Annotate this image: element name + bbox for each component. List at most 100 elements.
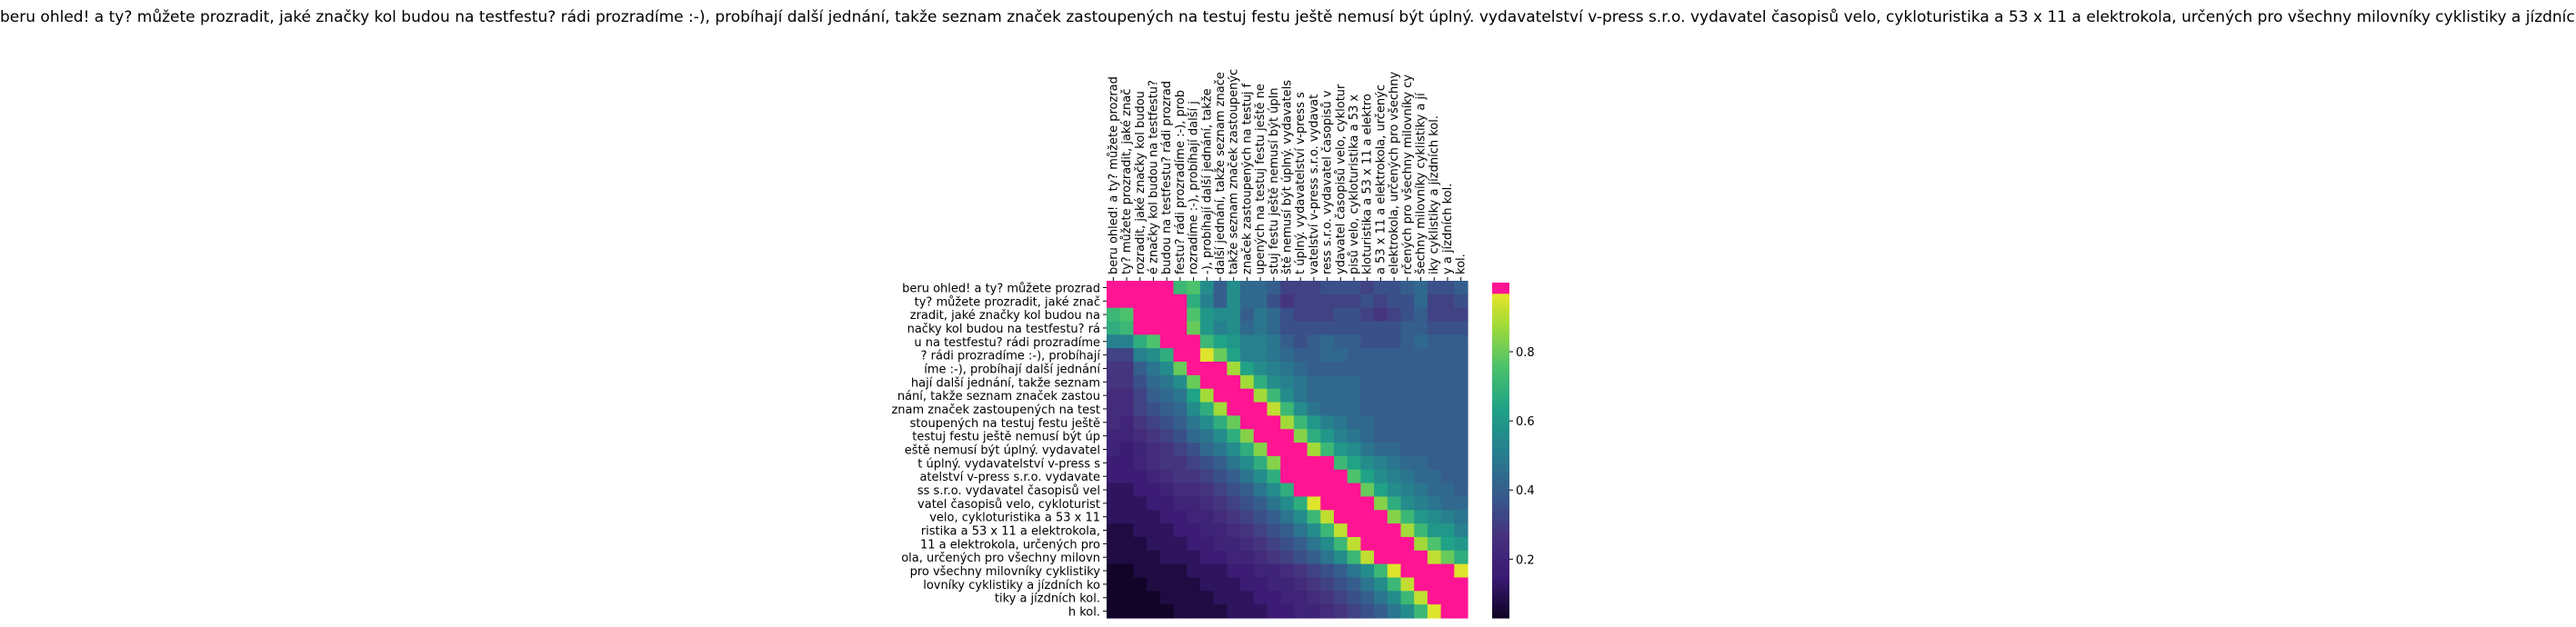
heatmap-cell bbox=[1427, 483, 1442, 498]
heatmap-cell bbox=[1387, 374, 1402, 390]
heatmap-cell bbox=[1147, 307, 1161, 323]
x-tick-label: -), probíhají další jednání, takže bbox=[1200, 88, 1214, 274]
heatmap-cell bbox=[1320, 469, 1335, 484]
x-tick-label: takže seznam značek zastoupenýc bbox=[1228, 69, 1241, 274]
heatmap-cell bbox=[1133, 577, 1148, 592]
heatmap-cell bbox=[1374, 523, 1388, 538]
colorbar-segment bbox=[1492, 430, 1509, 434]
heatmap-cell bbox=[1320, 281, 1335, 295]
heatmap-cell bbox=[1240, 550, 1255, 565]
heatmap-cell bbox=[1454, 402, 1468, 416]
heatmap-cell bbox=[1173, 496, 1188, 511]
heatmap-cell bbox=[1387, 604, 1402, 619]
heatmap-cell bbox=[1307, 483, 1321, 498]
heatmap-cell bbox=[1320, 550, 1335, 565]
heatmap-cell bbox=[1133, 281, 1148, 295]
colorbar-segment bbox=[1492, 310, 1509, 314]
colorbar-segment bbox=[1492, 383, 1509, 387]
heatmap-cell bbox=[1199, 415, 1215, 430]
heatmap-cell bbox=[1440, 388, 1455, 403]
colorbar-segment bbox=[1492, 567, 1509, 572]
heatmap-cell bbox=[1107, 321, 1121, 335]
colorbar-segment bbox=[1492, 548, 1509, 552]
heatmap-cell bbox=[1119, 591, 1134, 605]
colorbar-segment bbox=[1492, 570, 1509, 574]
heatmap-cell bbox=[1199, 348, 1215, 363]
heatmap-cell bbox=[1199, 550, 1215, 565]
heatmap-cell bbox=[1267, 334, 1281, 349]
heatmap-cell bbox=[1360, 348, 1375, 363]
heatmap-cell bbox=[1267, 563, 1281, 579]
heatmap-cell bbox=[1107, 362, 1121, 376]
heatmap-cell bbox=[1374, 348, 1388, 363]
heatmap-cell bbox=[1240, 455, 1255, 471]
heatmap-cell bbox=[1293, 388, 1308, 403]
colorbar-segment bbox=[1492, 330, 1509, 333]
heatmap-cell bbox=[1253, 348, 1268, 363]
heatmap-cell bbox=[1227, 281, 1241, 295]
heatmap-cell bbox=[1320, 496, 1335, 511]
heatmap-cell bbox=[1360, 443, 1375, 457]
heatmap-cell bbox=[1107, 604, 1121, 619]
heatmap-cell bbox=[1147, 388, 1161, 403]
heatmap-cell bbox=[1213, 348, 1228, 363]
heatmap-cell bbox=[1267, 294, 1281, 309]
heatmap-cell bbox=[1267, 429, 1281, 443]
colorbar-segment bbox=[1492, 483, 1509, 488]
heatmap-cell bbox=[1293, 348, 1308, 363]
colorbar-segment bbox=[1492, 363, 1509, 367]
heatmap-cell bbox=[1307, 455, 1321, 471]
heatmap-cell bbox=[1293, 523, 1308, 538]
heatmap-cell bbox=[1133, 443, 1148, 457]
heatmap-cell bbox=[1159, 348, 1175, 363]
heatmap-cell bbox=[1414, 496, 1428, 511]
colorbar-segment bbox=[1492, 556, 1509, 561]
heatmap-cell bbox=[1240, 388, 1255, 403]
heatmap-cell bbox=[1293, 550, 1308, 565]
heatmap-cell bbox=[1347, 469, 1361, 484]
heatmap-cell bbox=[1267, 374, 1281, 390]
heatmap-cell bbox=[1360, 591, 1375, 605]
heatmap-cell bbox=[1347, 374, 1361, 390]
heatmap-cell bbox=[1187, 374, 1201, 390]
heatmap-cell bbox=[1320, 510, 1335, 524]
heatmap-cell bbox=[1147, 469, 1161, 484]
heatmap-cell bbox=[1240, 591, 1255, 605]
heatmap-cell bbox=[1320, 348, 1335, 363]
heatmap-cell bbox=[1119, 469, 1134, 484]
heatmap-cell bbox=[1427, 455, 1442, 471]
heatmap-cell bbox=[1387, 348, 1402, 363]
heatmap-cell bbox=[1213, 483, 1228, 498]
heatmap-cell bbox=[1119, 455, 1134, 471]
heatmap-cell bbox=[1360, 294, 1375, 309]
heatmap-cell bbox=[1440, 402, 1455, 416]
heatmap-cell bbox=[1387, 402, 1402, 416]
colorbar-segment bbox=[1492, 614, 1509, 619]
heatmap-cell bbox=[1133, 536, 1148, 552]
heatmap-cell bbox=[1267, 483, 1281, 498]
colorbar-segment bbox=[1492, 397, 1509, 401]
heatmap-cell bbox=[1440, 443, 1455, 457]
heatmap-cell bbox=[1387, 321, 1402, 335]
heatmap-cell bbox=[1227, 374, 1241, 390]
heatmap-cell bbox=[1199, 307, 1215, 323]
heatmap-cell bbox=[1307, 321, 1321, 335]
heatmap-cell bbox=[1440, 334, 1455, 349]
heatmap-cell bbox=[1307, 496, 1321, 511]
heatmap-cell bbox=[1414, 429, 1428, 443]
heatmap-cell bbox=[1440, 429, 1455, 443]
heatmap-cell bbox=[1173, 550, 1188, 565]
heatmap-cell bbox=[1400, 429, 1415, 443]
colorbar-segment bbox=[1492, 335, 1509, 340]
heatmap-cell bbox=[1440, 563, 1455, 579]
heatmap-cell bbox=[1333, 455, 1348, 471]
heatmap-cell bbox=[1253, 429, 1268, 443]
heatmap-cell bbox=[1400, 415, 1415, 430]
colorbar-segment bbox=[1492, 372, 1509, 376]
heatmap-cell bbox=[1159, 563, 1175, 579]
heatmap-cell bbox=[1253, 415, 1268, 430]
heatmap-cell bbox=[1414, 281, 1428, 295]
heatmap-cell bbox=[1199, 402, 1215, 416]
colorbar-segment bbox=[1492, 551, 1509, 554]
heatmap-cell bbox=[1107, 348, 1121, 363]
